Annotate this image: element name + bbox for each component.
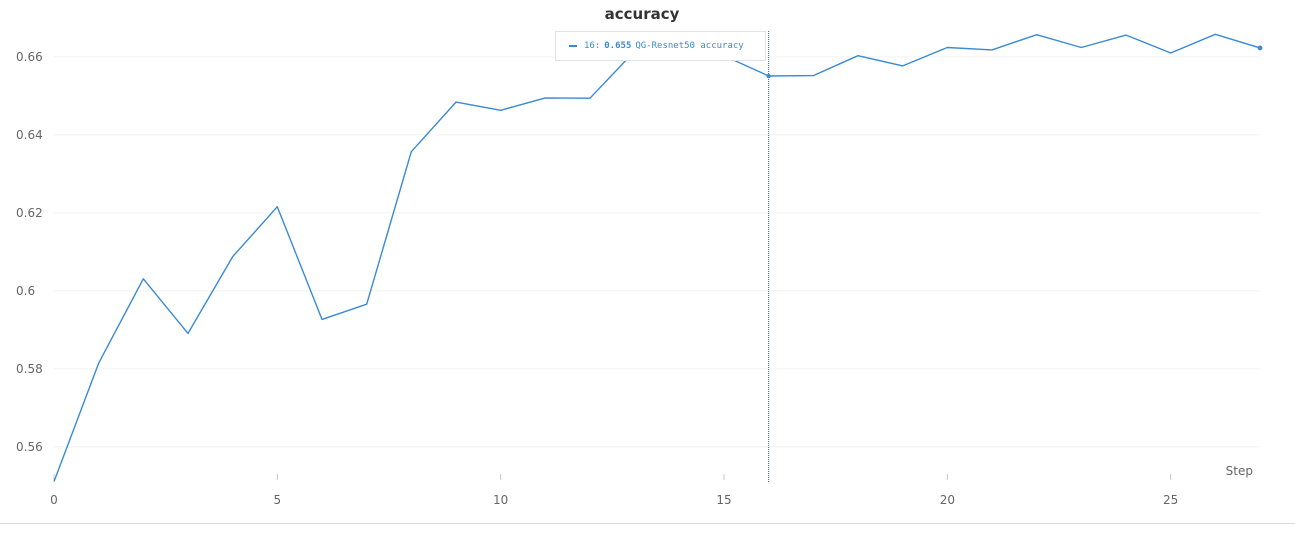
x-axis-ticks: 0 5 10 15 20 25 [50, 474, 1178, 507]
y-tick-label: 0.56 [16, 440, 43, 454]
x-tick-label: 25 [1163, 493, 1178, 507]
tooltip-value: 0.655 [604, 41, 632, 51]
y-tick-label: 0.58 [16, 362, 43, 376]
panel-bottom-border [0, 523, 1295, 524]
tooltip-series-swatch [569, 45, 577, 47]
x-axis-label: Step [1226, 464, 1253, 478]
tooltip-series-name: QG-Resnet50 accuracy [635, 41, 744, 51]
chart-title: accuracy [605, 5, 680, 23]
grid-lines [54, 56, 1260, 448]
y-axis-ticks: 0.56 0.58 0.6 0.62 0.64 0.66 [16, 50, 43, 454]
tooltip-step: 16: [584, 41, 601, 51]
x-tick-label: 20 [940, 493, 955, 507]
x-tick-label: 10 [493, 493, 508, 507]
y-tick-label: 0.6 [16, 284, 35, 298]
series-line-qg-resnet50-accuracy [53, 33, 1261, 482]
last-data-point [1257, 45, 1263, 51]
x-tick-label: 5 [274, 493, 282, 507]
hover-tooltip: 16: 0.655 QG-Resnet50 accuracy [555, 31, 766, 61]
x-tick-label: 0 [50, 493, 58, 507]
x-tick-label: 15 [716, 493, 731, 507]
series-layer [53, 33, 1263, 482]
y-tick-label: 0.62 [16, 206, 43, 220]
y-tick-label: 0.64 [16, 128, 43, 142]
hover-data-point [766, 73, 771, 79]
y-tick-label: 0.66 [16, 50, 43, 64]
